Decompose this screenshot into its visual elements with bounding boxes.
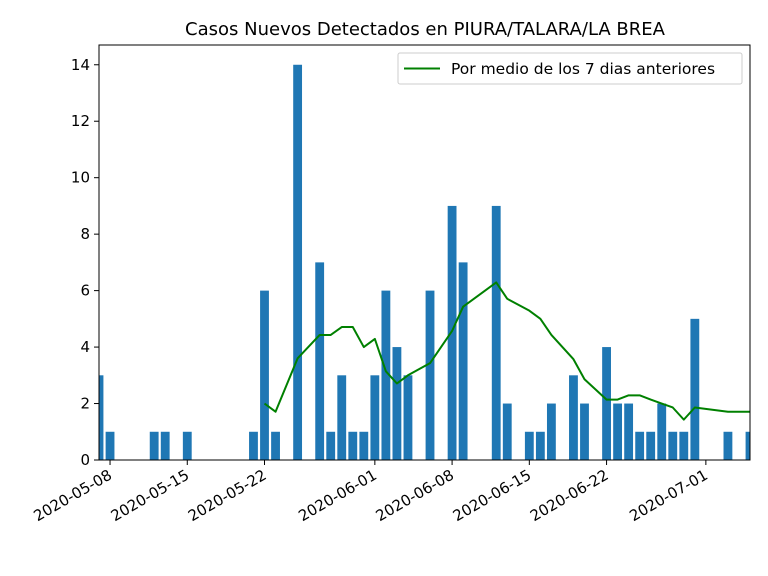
bar-2020-06-17 xyxy=(546,403,556,460)
y-tick-label-4: 4 xyxy=(80,338,90,356)
bar-2020-06-16 xyxy=(535,431,545,460)
y-tick-label-8: 8 xyxy=(80,225,90,243)
bar-2020-06-06 xyxy=(425,290,435,460)
legend-entry-moving-average: Por medio de los 7 dias anteriores xyxy=(451,60,715,78)
bar-2020-06-29 xyxy=(679,431,689,460)
bar-2020-06-02 xyxy=(381,290,391,460)
bar-2020-05-08 xyxy=(105,431,115,460)
bar-2020-05-13 xyxy=(160,431,170,460)
y-tick-label-6: 6 xyxy=(80,282,90,300)
bar-2020-07-05 xyxy=(745,431,750,460)
bar-2020-06-19 xyxy=(569,375,578,460)
bar-2020-05-27 xyxy=(315,262,325,460)
bar-2020-06-25 xyxy=(635,431,645,460)
series-line-moving-average xyxy=(263,281,750,421)
y-axis: 0 2 4 6 8 10 12 14 xyxy=(71,56,99,469)
bar-2020-06-22 xyxy=(602,347,611,460)
bar-2020-06-26 xyxy=(646,431,656,460)
bar-2020-05-22 xyxy=(260,290,269,460)
bar-2020-06-24 xyxy=(624,403,634,460)
y-tick-label-2: 2 xyxy=(80,395,90,413)
bar-2020-05-21 xyxy=(249,431,258,460)
bar-2020-05-23 xyxy=(271,431,280,460)
chart-title: Casos Nuevos Detectados en PIURA/TALARA/… xyxy=(185,19,666,40)
bar-2020-07-03 xyxy=(723,431,733,460)
moving-average-group xyxy=(263,281,750,421)
bar-2020-06-09 xyxy=(458,262,468,460)
bar-2020-06-23 xyxy=(613,403,623,460)
bar-2020-05-30 xyxy=(348,431,358,460)
bar-2020-06-03 xyxy=(392,347,402,460)
y-tick-label-10: 10 xyxy=(71,169,90,187)
bars-group xyxy=(99,64,750,460)
bar-2020-06-08 xyxy=(447,205,457,460)
bar-2020-05-31 xyxy=(359,431,369,460)
plot-frame xyxy=(98,44,751,461)
bar-2020-05-07 xyxy=(99,375,104,460)
bar-2020-05-25 xyxy=(293,64,303,460)
legend-box xyxy=(397,52,743,85)
bar-2020-06-15 xyxy=(524,431,534,460)
bar-2020-06-27 xyxy=(657,403,667,460)
legend: Por medio de los 7 dias anteriores xyxy=(397,52,743,85)
y-tick-label-12: 12 xyxy=(71,112,90,130)
bar-2020-06-20 xyxy=(580,403,589,460)
bar-2020-05-28 xyxy=(326,431,336,460)
bar-2020-05-15 xyxy=(182,431,192,460)
bar-2020-06-13 xyxy=(502,403,512,460)
bar-2020-06-01 xyxy=(370,375,380,460)
bar-2020-05-29 xyxy=(337,375,347,460)
y-tick-label-14: 14 xyxy=(71,56,90,74)
bar-2020-06-12 xyxy=(491,205,501,460)
bar-2020-06-30 xyxy=(690,318,700,460)
y-tick-label-0: 0 xyxy=(80,451,90,469)
bar-2020-06-04 xyxy=(403,375,413,460)
bar-2020-06-28 xyxy=(668,431,678,460)
bar-2020-05-12 xyxy=(149,431,159,460)
